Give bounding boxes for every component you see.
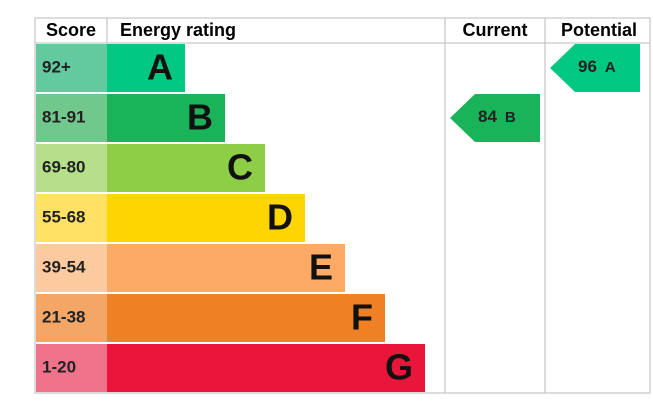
score-label: 21-38 [42,307,85,326]
rating-bar [107,244,345,292]
current-arrow [450,94,540,142]
potential-label: 96 A [578,57,616,76]
header-score: Score [46,20,96,40]
score-cell [36,144,107,192]
rating-letter: G [385,347,413,388]
current-value: 84 [478,107,497,126]
rating-bar [107,144,265,192]
rating-bar [107,294,385,342]
header-potential: Potential [561,20,637,40]
current-label: 84 B [478,107,516,126]
rating-letter: D [267,197,293,238]
rating-letter: C [227,147,253,188]
score-cell [36,294,107,342]
potential-arrow [550,44,640,92]
rating-letter: F [351,297,373,338]
score-cell [36,44,107,92]
rating-letter: E [309,247,333,288]
score-cell [36,244,107,292]
score-label: 39-54 [42,257,86,276]
rating-bar [107,194,305,242]
score-label: 92+ [42,57,71,76]
header-energy: Energy rating [120,20,236,40]
score-label: 69-80 [42,157,85,176]
score-label: 1-20 [42,357,76,376]
rating-bar [107,94,225,142]
rating-bar [107,344,425,392]
rating-letter: A [147,47,173,88]
score-cell [36,94,107,142]
score-cell [36,344,107,392]
header-current: Current [462,20,527,40]
potential-letter: A [605,59,616,76]
score-cell [36,194,107,242]
rating-bar [107,44,185,92]
rating-letter: B [187,97,213,138]
potential-value: 96 [578,57,597,76]
current-letter: B [505,109,516,126]
score-label: 55-68 [42,207,85,226]
score-label: 81-91 [42,107,85,126]
